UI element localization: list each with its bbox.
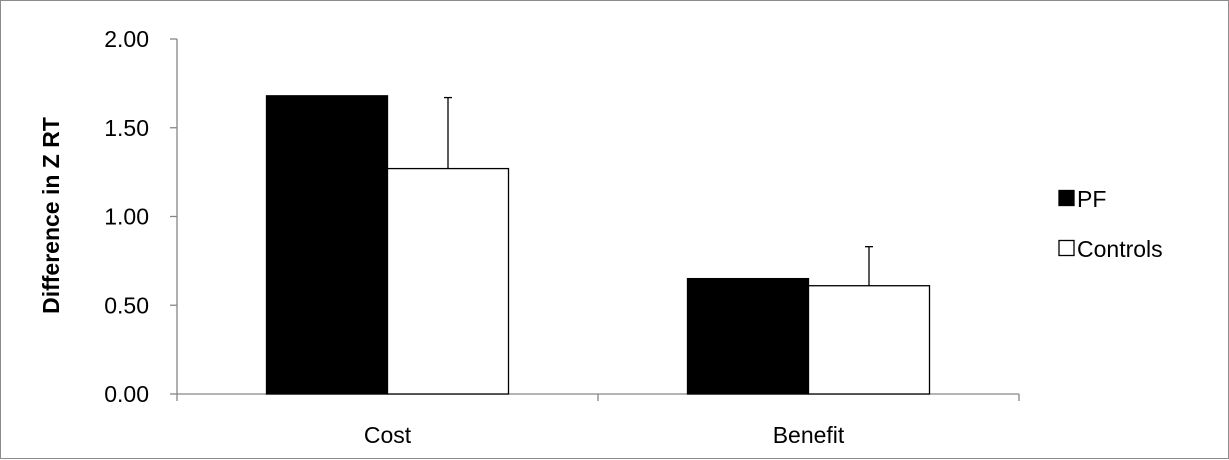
y-tick-label: 2.00 <box>104 26 149 52</box>
error-bars <box>444 96 873 286</box>
bars <box>265 95 931 395</box>
bar-controls-benefit <box>807 285 931 395</box>
category-label: Cost <box>364 422 412 448</box>
y-tick-label: 0.00 <box>104 381 149 407</box>
bar-controls-cost <box>386 167 510 395</box>
category-label: Benefit <box>773 422 845 448</box>
legend-label: PF <box>1077 186 1106 212</box>
category-labels: Cost Benefit <box>364 422 845 448</box>
y-tick-label: 1.00 <box>104 204 149 230</box>
y-ticks: 0.00 0.50 1.00 1.50 2.00 <box>104 26 177 407</box>
bar-pf-benefit <box>686 277 810 395</box>
legend-swatch-pf <box>1058 189 1075 207</box>
legend: PF Controls <box>1058 186 1163 262</box>
y-tick-label: 1.50 <box>104 115 149 141</box>
y-tick-label: 0.50 <box>104 292 149 318</box>
y-axis-label: Difference in Z RT <box>38 117 64 314</box>
bar-pf-cost <box>265 95 389 395</box>
legend-swatch-controls <box>1058 239 1075 257</box>
legend-label: Controls <box>1077 236 1163 262</box>
